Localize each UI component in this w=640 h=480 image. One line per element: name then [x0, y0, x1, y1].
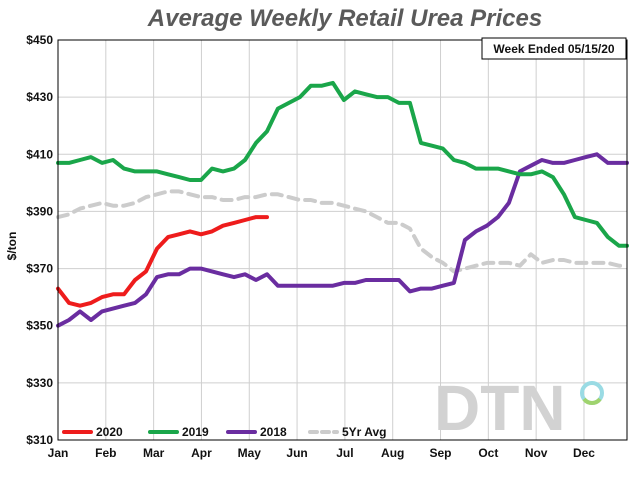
x-tick-label: Jul — [336, 446, 353, 460]
x-tick-label: Mar — [143, 446, 165, 460]
y-tick-label: $370 — [26, 262, 53, 276]
series-line-2020 — [56, 215, 269, 308]
y-tick-label: $450 — [26, 33, 53, 47]
x-tick-label: Oct — [478, 446, 498, 460]
series-lines — [56, 80, 629, 328]
legend-label-2020: 2020 — [96, 425, 123, 439]
series-line-5yr-avg — [56, 189, 629, 274]
x-tick-label: Aug — [381, 446, 404, 460]
y-tick-label: $310 — [26, 433, 53, 447]
y-tick-label: $410 — [26, 147, 53, 161]
x-tick-label: Jan — [48, 446, 69, 460]
legend-label-2019: 2019 — [182, 425, 209, 439]
x-tick-label: Dec — [573, 446, 595, 460]
series-line-2018 — [56, 152, 629, 328]
y-tick-label: $430 — [26, 90, 53, 104]
y-tick-label: $350 — [26, 319, 53, 333]
dtn-logo: DTN — [434, 372, 604, 444]
dtn-logo-text: DTN — [434, 372, 566, 444]
annotation-text: Week Ended 05/15/20 — [493, 42, 615, 56]
logo-ring-accent — [582, 397, 602, 405]
annotation-box — [481, 37, 627, 60]
legend-label-5yr-avg: 5Yr Avg — [342, 425, 386, 439]
series-line-2019 — [56, 80, 629, 248]
axes: $310 $330 $350 $370 $390 $410 $430 $450 Jan Feb Ma… — [26, 33, 628, 460]
plot-frame — [57, 39, 628, 441]
date-annotation: Week Ended 05/15/20 — [481, 37, 627, 60]
x-tick-label: May — [238, 446, 262, 460]
x-tick-label: Apr — [191, 446, 212, 460]
y-tick-label: $390 — [26, 204, 53, 218]
y-axis-label: $/ton — [5, 232, 19, 261]
x-tick-label: Jun — [286, 446, 307, 460]
chart-title: Average Weekly Retail Urea Prices — [147, 5, 542, 32]
legend-label-2018: 2018 — [260, 425, 287, 439]
x-tick-label: Sep — [430, 446, 452, 460]
legend: 2020 2019 2018 5Yr Avg — [62, 425, 386, 439]
y-tick-label: $330 — [26, 376, 53, 390]
x-tick-label: Nov — [525, 446, 548, 460]
x-tick-label: Feb — [95, 446, 116, 460]
